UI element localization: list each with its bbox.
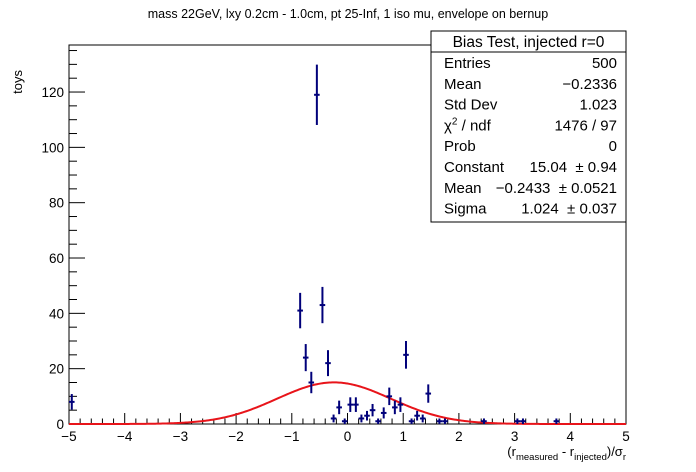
data-point <box>325 350 331 377</box>
x-tick-label: −2 <box>228 429 243 444</box>
data-point <box>375 418 381 424</box>
stats-row: Std Dev 1.023 <box>444 97 617 114</box>
x-tick-label: −1 <box>284 429 299 444</box>
stats-row-label: χ2 / ndf <box>444 116 492 134</box>
stats-row: Entries 500 <box>444 55 617 72</box>
stats-row: Mean −0.2433 ± 0.0521 <box>444 180 617 197</box>
data-point <box>425 384 432 403</box>
stats-row-value: −0.2336 <box>562 76 617 93</box>
data-point <box>520 418 526 424</box>
x-axis-label-sub-injected: injected <box>574 452 607 463</box>
stats-row-value: −0.2433 ± 0.0521 <box>496 180 617 197</box>
stats-row: Constant 15.04 ± 0.94 <box>444 159 617 176</box>
data-point <box>419 414 426 423</box>
data-point <box>481 418 487 424</box>
y-axis-label: toys <box>10 70 25 94</box>
y-tick-label: 0 <box>56 417 64 432</box>
data-point <box>347 397 354 412</box>
data-point <box>330 414 337 423</box>
data-point <box>353 397 359 412</box>
stats-row-value: 500 <box>592 55 617 72</box>
data-point <box>553 418 560 424</box>
stats-row-label: Entries <box>444 55 491 72</box>
stats-row-value: 0 <box>609 138 617 155</box>
data-point <box>314 64 320 125</box>
x-tick-label: 1 <box>399 429 407 444</box>
stats-row-label: Constant <box>444 159 505 176</box>
x-axis: −5 −4 −3 −2 −1 0 1 2 3 4 5 <box>61 413 630 444</box>
fit-layer <box>69 381 626 425</box>
x-axis-label-sub-r: r <box>623 452 626 463</box>
data-point <box>386 387 393 406</box>
x-tick-label: 4 <box>567 429 575 444</box>
stats-box: Bias Test, injected r=0 Entries 500 Mean −0… <box>430 30 627 223</box>
x-axis-label-close: )/σ <box>607 444 623 459</box>
data-point <box>514 418 521 424</box>
ndf-text: / ndf <box>457 117 491 134</box>
data-point <box>308 371 315 394</box>
data-point <box>302 344 309 372</box>
stats-row-value: 1.024 ± 0.037 <box>521 201 617 218</box>
stats-row: Sigma 1.024 ± 0.037 <box>444 201 617 218</box>
stats-row-label: Sigma <box>444 201 487 218</box>
data-point <box>364 410 370 421</box>
stats-box-frame <box>430 30 627 223</box>
stats-row-value: 1.023 <box>579 97 617 114</box>
x-axis-label-sub-measured: measured <box>516 452 558 463</box>
stats-row-label: Mean <box>444 76 482 93</box>
x-tick-label: −5 <box>61 429 76 444</box>
data-point <box>408 418 415 424</box>
stats-row-value: 15.04 ± 0.94 <box>530 159 617 176</box>
x-tick-label: −3 <box>173 429 188 444</box>
x-axis-label: (rmeasured - rinjected)/σr <box>507 444 626 463</box>
stats-row: Prob 0 <box>444 138 617 155</box>
histogram-points <box>69 64 560 424</box>
y-axis: 0 20 40 60 80 100 120 <box>41 50 85 432</box>
data-point <box>319 286 326 324</box>
x-axis-label-mid: - r <box>558 444 575 459</box>
data-point <box>442 418 448 424</box>
y-tick-label: 120 <box>41 85 64 100</box>
data-point <box>436 418 443 424</box>
data-point <box>336 400 342 415</box>
data-point <box>358 414 365 423</box>
x-tick-label: 2 <box>455 429 463 444</box>
data-point <box>414 410 420 421</box>
data-point <box>397 397 404 412</box>
y-tick-label: 60 <box>49 251 64 266</box>
data-point <box>403 341 409 369</box>
stats-row-value: 1476 / 97 <box>554 117 617 134</box>
stats-row-label: Std Dev <box>444 97 498 114</box>
x-tick-label: 5 <box>622 429 630 444</box>
y-tick-label: 20 <box>49 362 64 377</box>
stats-row: χ2 / ndf 1476 / 97 <box>444 116 617 134</box>
x-tick-label: −4 <box>117 429 133 444</box>
x-tick-label: 0 <box>344 429 352 444</box>
data-point <box>380 407 387 419</box>
x-tick-label: 3 <box>511 429 519 444</box>
y-tick-label: 100 <box>41 140 64 155</box>
y-tick-label: 80 <box>49 196 64 211</box>
stats-box-rows: Entries 500 Mean −0.2336 Std Dev 1.023 χ2 / nd… <box>444 55 617 218</box>
stats-box-title: Bias Test, injected r=0 <box>453 34 605 51</box>
chart-title: mass 22GeV, lxy 0.2cm - 1.0cm, pt 25-Inf… <box>148 7 548 21</box>
data-point <box>69 394 75 410</box>
data-point <box>369 403 376 417</box>
x-axis-label-open: (r <box>507 444 516 459</box>
gaussian-fit-curve <box>69 381 626 425</box>
data-point <box>297 292 303 329</box>
chi-superscript: 2 <box>452 116 458 127</box>
chi-symbol: χ <box>444 117 452 134</box>
data-point <box>392 400 398 415</box>
y-tick-label: 40 <box>49 306 64 321</box>
stats-row-label: Mean <box>444 180 482 197</box>
data-point <box>341 418 348 424</box>
stats-row: Mean −0.2336 <box>444 76 617 93</box>
stats-row-label: Prob <box>444 138 476 155</box>
